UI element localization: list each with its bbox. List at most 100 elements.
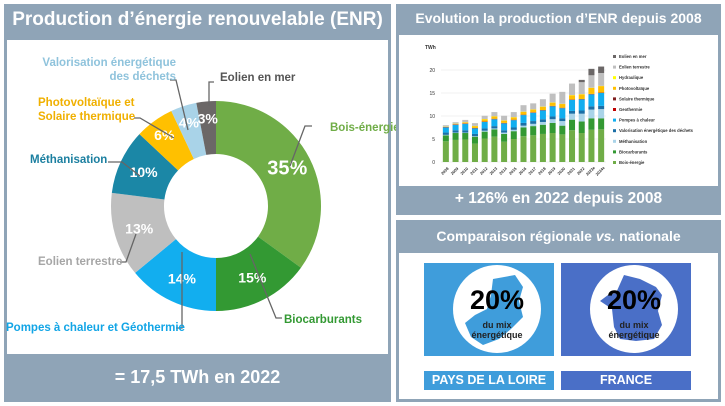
panel-title: Evolution la production d’ENR depuis 200… — [415, 10, 702, 26]
bar-segment — [549, 106, 556, 117]
x-tick-label: 2021 — [566, 165, 576, 175]
donut-slice — [216, 101, 321, 268]
legend-swatch — [613, 65, 616, 69]
bar-segment — [569, 113, 576, 120]
y-tick-label: 20 — [429, 68, 435, 74]
bar-segment — [520, 122, 527, 126]
legend-label: Biocarburants — [619, 149, 648, 154]
bar-segment — [501, 132, 508, 134]
bar-segment — [588, 87, 595, 94]
pays-de-la-loire-map-icon — [465, 275, 523, 345]
slice-category-label: Photovoltaïque et Solaire thermique — [38, 97, 136, 123]
bar-segment — [452, 124, 459, 131]
bar-segment — [481, 130, 488, 132]
donut-chart: 35%15%14%13%10%6%4%3% — [108, 79, 321, 329]
bar-segment — [471, 126, 478, 128]
bar-segment — [598, 66, 605, 73]
bar-segment — [598, 118, 605, 130]
legend-label: Bois-énergie — [619, 160, 645, 165]
bar-segment — [471, 136, 478, 144]
x-tick-label: 2014 — [498, 165, 508, 175]
bar-segment — [510, 112, 517, 118]
bar-segment — [588, 75, 595, 88]
bar-segment — [491, 116, 498, 119]
growth-text: + 126% en 2022 depuis 2008 — [454, 190, 663, 207]
x-tick-label: 2018 — [537, 165, 547, 175]
x-tick-label: 2012 — [479, 165, 489, 175]
leader-line — [249, 253, 282, 319]
bar-segment — [501, 120, 508, 123]
bar-segment — [510, 139, 517, 162]
bar-segment — [539, 133, 546, 162]
bar-segment — [588, 118, 595, 130]
bar-segment — [539, 99, 546, 107]
bar-segment — [578, 99, 585, 111]
bar-segment — [598, 72, 605, 86]
bar-segment — [539, 124, 546, 134]
bar-segment — [530, 126, 537, 136]
bar-segment — [520, 127, 527, 137]
x-tick-label: 2013 — [488, 165, 498, 175]
leader-line — [208, 81, 214, 106]
bar-segment — [578, 79, 585, 83]
bar-segment — [462, 119, 469, 123]
legend-label: Eolien terrestre — [619, 65, 650, 70]
bar-segment — [491, 128, 498, 130]
bar-segment — [598, 93, 605, 106]
bar-segment — [520, 136, 527, 162]
donut-slice — [111, 134, 179, 200]
bar-segment — [471, 143, 478, 162]
y-tick-label: 5 — [432, 137, 435, 143]
bar-segment — [549, 119, 556, 123]
bar-segment — [569, 83, 576, 96]
france-map-icon — [600, 275, 662, 341]
bar-segment — [578, 133, 585, 162]
bar-segment — [462, 123, 469, 131]
bar-segment — [491, 126, 498, 129]
slice-category-label: Biocarburants — [284, 314, 362, 326]
bar-segment — [530, 121, 537, 124]
bar-segment — [510, 117, 517, 120]
bar-segment — [520, 115, 527, 123]
legend-label: Hydraulique — [619, 75, 644, 80]
legend-swatch — [613, 97, 616, 101]
leader-line — [108, 161, 141, 177]
bar-segment — [462, 122, 469, 124]
x-tick-label: 2009 — [450, 165, 460, 175]
bar-segment — [530, 112, 537, 122]
nation-box: 20% du mix énergétique — [561, 263, 691, 356]
bar-segment — [588, 129, 595, 162]
y-tick-label: 15 — [429, 91, 435, 97]
bar-segment — [549, 102, 556, 106]
leader-line — [289, 125, 312, 167]
slice-percent-label: 10% — [130, 164, 159, 180]
legend-label: Photovoltaïque — [619, 86, 650, 91]
donut-slice — [196, 101, 216, 155]
bar-segment — [442, 127, 449, 133]
bar-segment — [510, 127, 517, 130]
legend-swatch — [613, 76, 616, 80]
legend-swatch — [613, 118, 616, 122]
bar-segment — [462, 139, 469, 162]
region-percent: 20% — [469, 285, 525, 315]
x-tick-label: 2017 — [527, 165, 537, 175]
bar-segment — [578, 82, 585, 95]
slice-percent-label: 35% — [267, 158, 307, 180]
bar-segment — [462, 133, 469, 140]
bar-segment — [559, 91, 566, 104]
leader-line — [134, 117, 175, 139]
bar-segment — [569, 95, 576, 100]
nation-caption: du mix énergétique — [608, 320, 660, 340]
nation-label: FRANCE — [561, 371, 691, 390]
bar-segment — [559, 108, 566, 119]
slice-percent-label: 3% — [198, 110, 219, 126]
bar-segment — [559, 125, 566, 135]
bar-segment — [452, 122, 459, 124]
bar-segment — [442, 132, 449, 135]
bar-segment — [510, 131, 517, 139]
bar-segment — [452, 130, 459, 133]
slice-category-label: Eolien terrestre — [38, 256, 123, 268]
bar-segment — [588, 68, 595, 76]
x-tick-label: 2022 — [576, 165, 586, 175]
bar-segment — [539, 119, 546, 122]
